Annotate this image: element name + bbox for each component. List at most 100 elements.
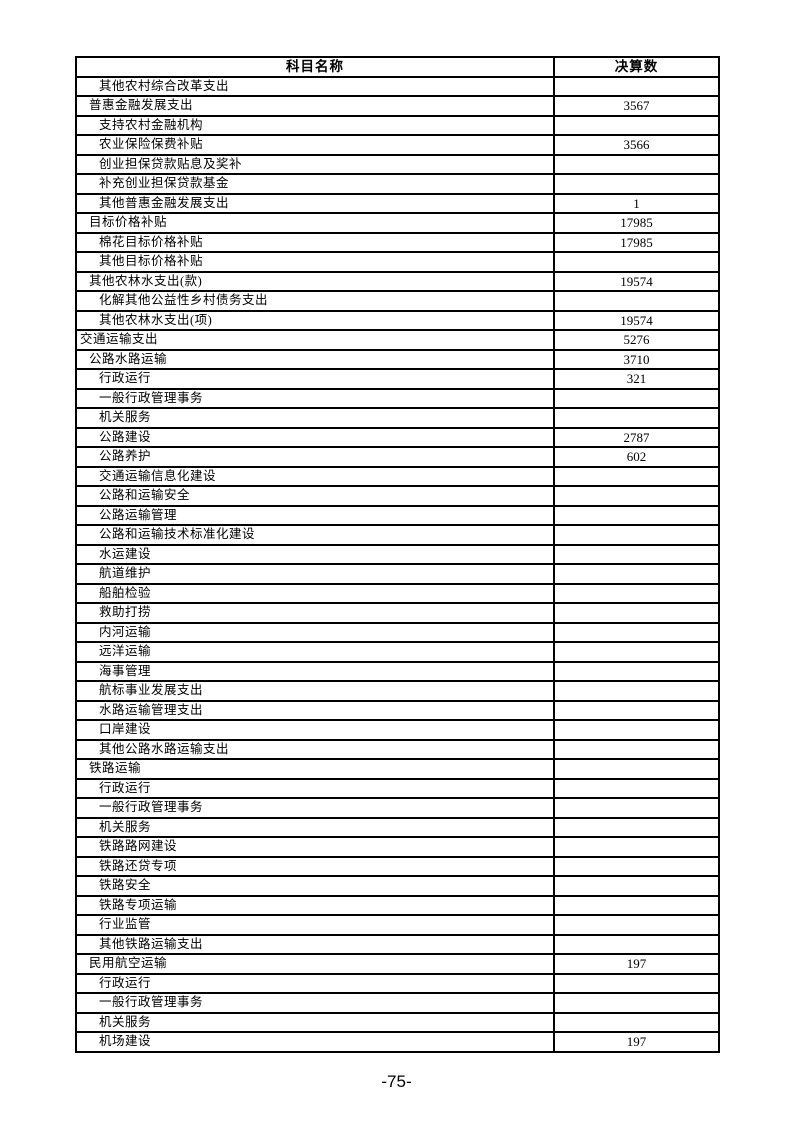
amount-cell: 3710 (553, 348, 720, 370)
table-row: 远洋运输 (75, 641, 720, 663)
table-row: 补充创业担保贷款基金 (75, 173, 720, 195)
subject-cell: 行政运行 (75, 777, 555, 799)
subject-cell: 创业担保贷款贴息及奖补 (75, 153, 555, 175)
amount-cell (553, 485, 720, 507)
table-row: 水路运输管理支出 (75, 699, 720, 721)
subject-cell: 一般行政管理事务 (75, 992, 555, 1014)
amount-cell (553, 972, 720, 994)
subject-cell: 公路运输管理 (75, 504, 555, 526)
table-row: 其他普惠金融发展支出 1 (75, 192, 720, 214)
amount-cell: 19574 (553, 309, 720, 331)
amount-cell: 197 (553, 1031, 720, 1053)
table-row: 公路水路运输 3710 (75, 348, 720, 370)
table-body: 其他农村综合改革支出 普惠金融发展支出 3567 支持农村金融机构 农业保险保费… (75, 75, 720, 1053)
subject-cell: 普惠金融发展支出 (75, 95, 555, 117)
amount-cell (553, 465, 720, 487)
table-row: 化解其他公益性乡村债务支出 (75, 290, 720, 312)
subject-cell: 口岸建设 (75, 719, 555, 741)
amount-cell (553, 992, 720, 1014)
amount-cell (553, 602, 720, 624)
column-header-subject: 科目名称 (75, 56, 555, 78)
amount-cell (553, 855, 720, 877)
subject-cell: 其他公路水路运输支出 (75, 738, 555, 760)
subject-cell: 航道维护 (75, 563, 555, 585)
amount-cell (553, 777, 720, 799)
table-row: 船舶检验 (75, 582, 720, 604)
amount-cell (553, 894, 720, 916)
subject-cell: 公路建设 (75, 426, 555, 448)
table-row: 交通运输信息化建设 (75, 465, 720, 487)
amount-cell (553, 387, 720, 409)
subject-cell: 民用航空运输 (75, 953, 555, 975)
amount-cell (553, 621, 720, 643)
amount-cell (553, 114, 720, 136)
table-row: 机关服务 (75, 407, 720, 429)
amount-cell (553, 699, 720, 721)
table-row: 航道维护 (75, 563, 720, 585)
subject-cell: 公路水路运输 (75, 348, 555, 370)
subject-cell: 其他农林水支出(款) (75, 270, 555, 292)
amount-cell (553, 582, 720, 604)
table-row: 创业担保贷款贴息及奖补 (75, 153, 720, 175)
subject-cell: 机场建设 (75, 1031, 555, 1053)
table-row: 机场建设 197 (75, 1031, 720, 1053)
amount-cell: 17985 (553, 212, 720, 234)
table-row: 行业监管 (75, 914, 720, 936)
subject-cell: 化解其他公益性乡村债务支出 (75, 290, 555, 312)
amount-cell (553, 680, 720, 702)
table-row: 普惠金融发展支出 3567 (75, 95, 720, 117)
amount-cell (553, 290, 720, 312)
subject-cell: 船舶检验 (75, 582, 555, 604)
subject-cell: 铁路运输 (75, 758, 555, 780)
table-row: 口岸建设 (75, 719, 720, 741)
amount-cell (553, 933, 720, 955)
subject-cell: 铁路专项运输 (75, 894, 555, 916)
subject-cell: 行政运行 (75, 972, 555, 994)
subject-cell: 机关服务 (75, 407, 555, 429)
table-row: 机关服务 (75, 1011, 720, 1033)
subject-cell: 水路运输管理支出 (75, 699, 555, 721)
amount-cell (553, 797, 720, 819)
table-row: 公路和运输技术标准化建设 (75, 524, 720, 546)
table-row: 铁路专项运输 (75, 894, 720, 916)
subject-cell: 航标事业发展支出 (75, 680, 555, 702)
table-row: 其他农林水支出(款) 19574 (75, 270, 720, 292)
subject-cell: 其他目标价格补贴 (75, 251, 555, 273)
table-header-row: 科目名称 决算数 (75, 56, 720, 78)
table-row: 支持农村金融机构 (75, 114, 720, 136)
table-row: 其他铁路运输支出 (75, 933, 720, 955)
table-row: 一般行政管理事务 (75, 797, 720, 819)
table-row: 行政运行 (75, 777, 720, 799)
amount-cell (553, 758, 720, 780)
amount-cell: 321 (553, 368, 720, 390)
amount-cell: 17985 (553, 231, 720, 253)
amount-cell: 1 (553, 192, 720, 214)
table-row: 水运建设 (75, 543, 720, 565)
table-row: 交通运输支出 5276 (75, 329, 720, 351)
amount-cell (553, 816, 720, 838)
subject-cell: 一般行政管理事务 (75, 797, 555, 819)
table-row: 救助打捞 (75, 602, 720, 624)
subject-cell: 机关服务 (75, 1011, 555, 1033)
subject-cell: 农业保险保费补贴 (75, 134, 555, 156)
subject-cell: 其他农林水支出(项) (75, 309, 555, 331)
table-row: 公路和运输安全 (75, 485, 720, 507)
subject-cell: 支持农村金融机构 (75, 114, 555, 136)
subject-cell: 海事管理 (75, 660, 555, 682)
amount-cell (553, 914, 720, 936)
subject-cell: 救助打捞 (75, 602, 555, 624)
subject-cell: 其他农村综合改革支出 (75, 75, 555, 97)
subject-cell: 行业监管 (75, 914, 555, 936)
amount-cell (553, 504, 720, 526)
table-row: 目标价格补贴 17985 (75, 212, 720, 234)
table-row: 一般行政管理事务 (75, 992, 720, 1014)
subject-cell: 水运建设 (75, 543, 555, 565)
amount-cell: 2787 (553, 426, 720, 448)
table-row: 其他农林水支出(项) 19574 (75, 309, 720, 331)
amount-cell (553, 75, 720, 97)
subject-cell: 其他普惠金融发展支出 (75, 192, 555, 214)
subject-cell: 目标价格补贴 (75, 212, 555, 234)
amount-cell: 197 (553, 953, 720, 975)
table-row: 行政运行 (75, 972, 720, 994)
